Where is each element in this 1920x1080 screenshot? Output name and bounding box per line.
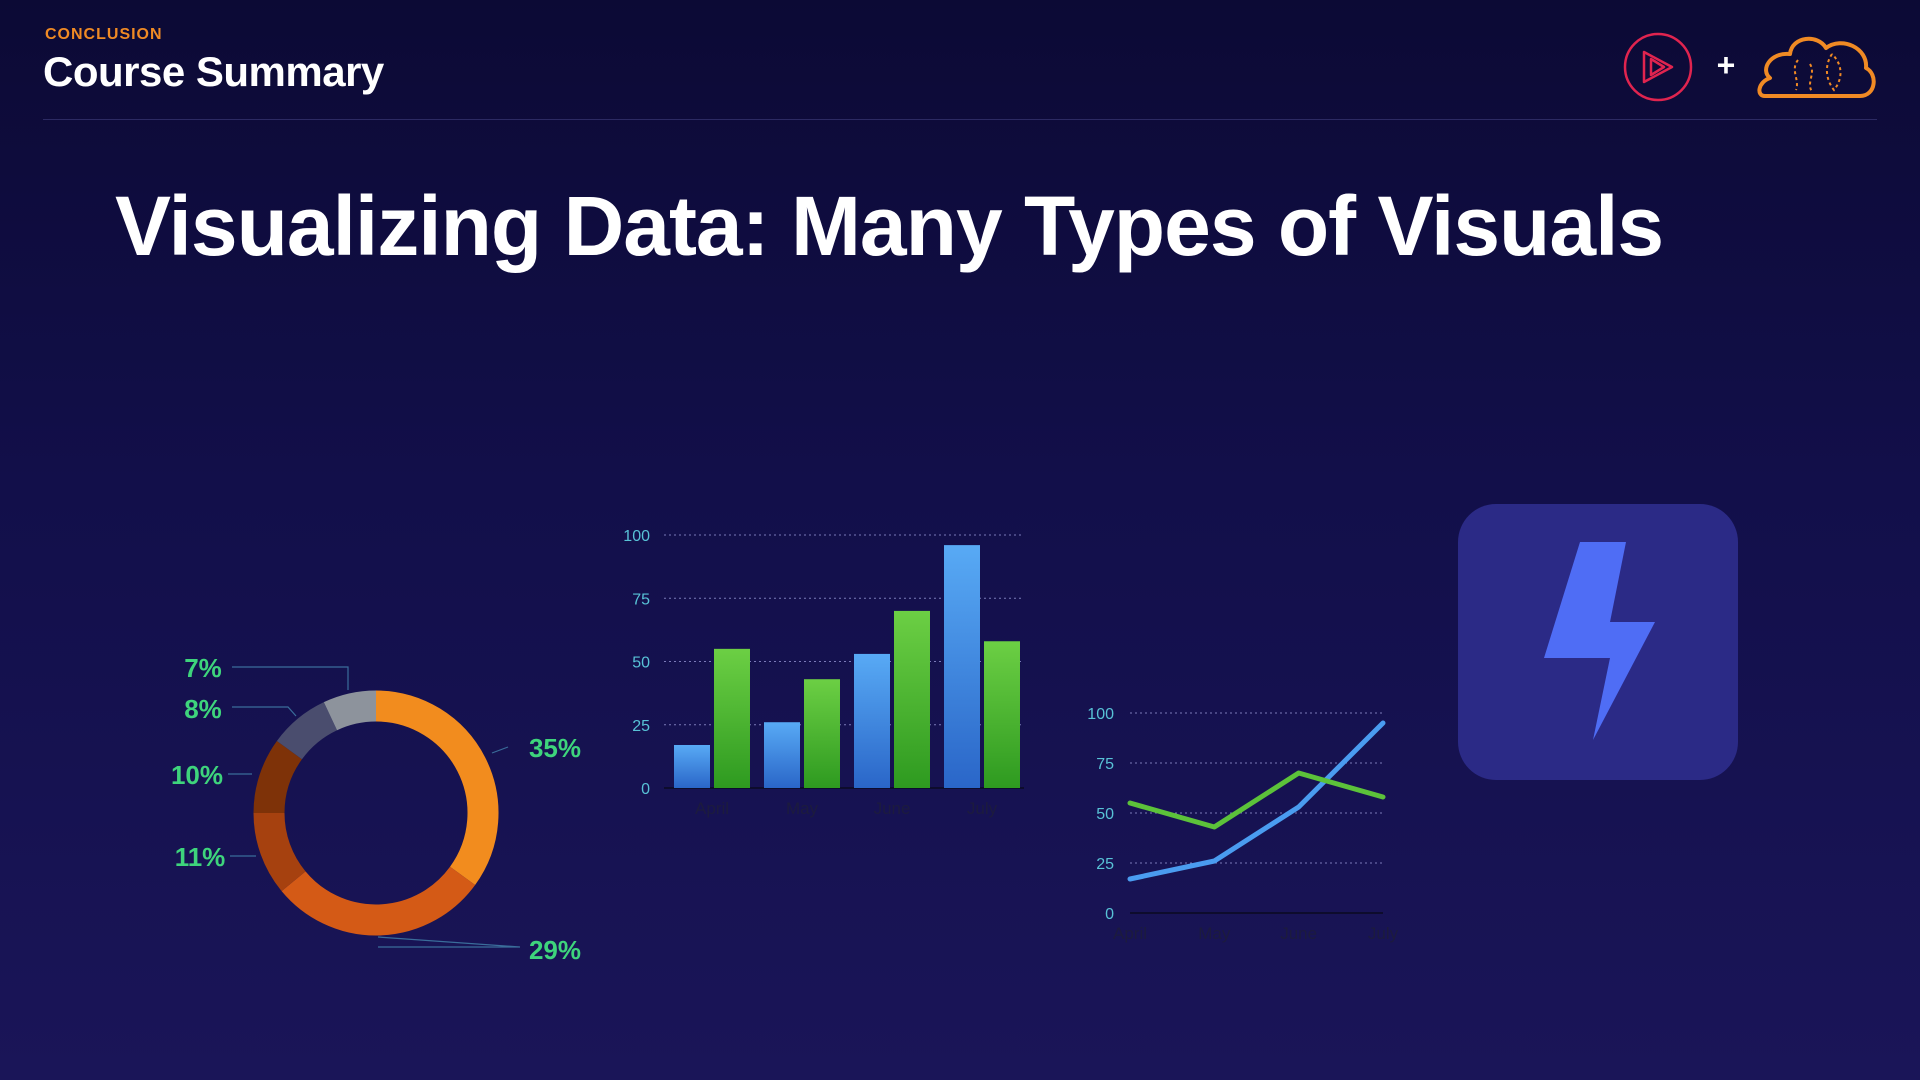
y-tick-label: 100 [623,528,650,545]
x-tick-label: April [1113,924,1147,943]
cloud-logo-icon [1757,37,1876,98]
app-tile [1458,504,1738,780]
donut-leader-line [491,746,509,754]
donut-slice [276,702,338,760]
y-tick-label: 25 [632,718,650,735]
donut-percent-label: 35% [529,733,581,763]
slide-title: Visualizing Data: Many Types of Visuals [115,179,1664,273]
donut-chart: 35% 29% 11% 10% 8% 7% [171,653,581,965]
logo-plus-sign: + [1717,47,1736,83]
donut-slice [281,866,476,936]
y-tick-label: 75 [1096,756,1114,773]
play-circle-logo-icon [1623,32,1693,102]
donut-slice [323,690,377,731]
donut-percent-label: 10% [171,760,223,790]
series-line [1127,770,1386,830]
donut-percent-label: 29% [529,935,581,965]
donut-slice [375,690,499,885]
partner-logos: + [1623,32,1876,102]
x-tick-label: July [967,799,998,818]
bar [984,641,1020,788]
lightning-bolt-icon [1544,542,1655,740]
x-tick-label: May [1198,924,1231,943]
donut-slice [253,741,303,814]
x-tick-label: July [1368,924,1399,943]
y-tick-label: 25 [1096,856,1114,873]
line-chart: 0 25 50 75 100 April May June July [1087,706,1398,943]
donut-percent-label: 7% [184,653,222,683]
donut-percent-label: 8% [184,694,222,724]
y-tick-label: 0 [641,781,650,798]
bar [944,545,980,788]
donut-leader-line [232,706,297,717]
x-tick-label: June [874,799,911,818]
y-tick-label: 100 [1087,706,1114,723]
x-tick-label: June [1280,924,1317,943]
section-eyebrow: CONCLUSION [45,26,163,43]
y-tick-label: 50 [1096,806,1114,823]
y-tick-label: 0 [1105,906,1114,923]
bar [854,653,890,788]
x-tick-label: April [695,799,729,818]
bar [894,610,930,788]
page-title: Course Summary [43,48,384,95]
bar [764,722,800,788]
series-line [1127,720,1386,882]
bar [714,648,750,788]
donut-slice [253,812,306,892]
donut-percent-label: 11% [175,842,226,872]
bar-chart: 0 25 50 75 100 April May June July [623,528,1024,818]
bar [804,679,840,788]
y-tick-label: 50 [632,655,650,672]
donut-leader-line [232,666,349,690]
header-divider [43,119,1877,120]
y-tick-label: 75 [632,591,650,608]
x-tick-label: May [786,799,819,818]
bar [674,744,710,788]
donut-leader-line [377,936,521,948]
